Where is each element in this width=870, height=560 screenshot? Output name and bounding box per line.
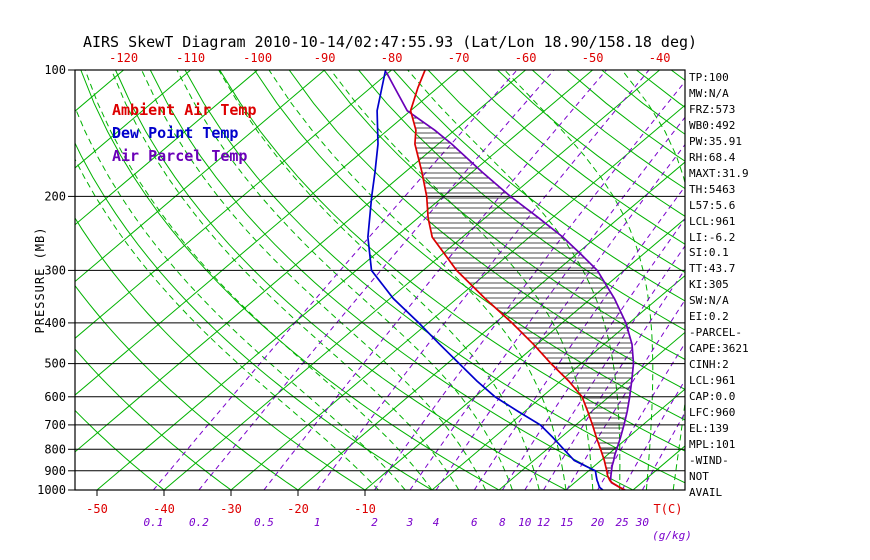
svg-text:-10: -10: [354, 502, 376, 516]
svg-text:100: 100: [44, 63, 66, 77]
svg-text:-40: -40: [153, 502, 175, 516]
stat-line: SW:N/A: [689, 294, 729, 308]
stat-line: EL:139: [689, 421, 729, 435]
svg-text:-90: -90: [314, 51, 336, 65]
svg-text:-70: -70: [448, 51, 470, 65]
stat-line: NOT: [689, 469, 709, 483]
legend-air-parcel: Air Parcel Temp: [112, 147, 248, 165]
svg-text:900: 900: [44, 464, 66, 478]
stat-line: RH:68.4: [689, 150, 736, 164]
svg-text:-30: -30: [220, 502, 242, 516]
stat-line: WB0:492: [689, 118, 736, 132]
stat-line: MW:N/A: [689, 86, 729, 100]
bottom-temp-labels: -50 -40 -30 -20 -10 T(C): [86, 490, 682, 516]
stat-line: MPL:101: [689, 437, 736, 451]
stat-line: -WIND-: [689, 453, 729, 467]
stat-line: LCL:961: [689, 374, 736, 388]
svg-text:300: 300: [44, 263, 66, 277]
cape-hatch-area: [412, 117, 634, 479]
mixing-ratio-labels: 0.1 0.2 0.5 1 2 3 4 6 8 10 12 15 20 25 30(g/kg): [144, 516, 692, 542]
stats-panel: TP:100 MW:N/A FRZ:573 WB0:492 PW:35.91 RH:68.…: [689, 70, 867, 501]
svg-text:T(C): T(C): [654, 502, 683, 516]
stat-line: CAP:0.0: [689, 390, 736, 404]
stat-line: TH:5463: [689, 182, 736, 196]
chart-title: AIRS SkewT Diagram 2010-10-14/02:47:55.9…: [82, 33, 698, 51]
stat-line: AVAIL: [689, 485, 723, 499]
stat-line: LI:-6.2: [689, 230, 736, 244]
svg-text:-50: -50: [86, 502, 108, 516]
svg-text:-80: -80: [381, 51, 403, 65]
svg-text:400: 400: [44, 316, 66, 330]
svg-text:0.1: 0.1: [144, 516, 164, 529]
stat-line: CAPE:3621: [689, 342, 749, 356]
svg-text:12: 12: [537, 516, 551, 529]
stat-line: L57:5.6: [689, 198, 736, 212]
stat-line: TP:100: [689, 71, 729, 84]
svg-text:2: 2: [371, 516, 378, 529]
stat-line: EI:0.2: [689, 310, 729, 324]
svg-text:-40: -40: [649, 51, 671, 65]
legend-dew-point: Dew Point Temp: [112, 124, 239, 142]
svg-text:-60: -60: [515, 51, 537, 65]
svg-text:20: 20: [591, 516, 605, 529]
stat-line: LCL:961: [689, 214, 736, 228]
stat-line: LFC:960: [689, 406, 736, 420]
chart-legend: Ambient Air Temp Dew Point Temp Air Parc…: [112, 99, 257, 168]
svg-text:6: 6: [471, 516, 478, 529]
svg-text:1000: 1000: [37, 483, 66, 497]
mixing-ratio-lines: [153, 70, 685, 490]
svg-text:25: 25: [615, 516, 628, 529]
svg-text:-110: -110: [176, 51, 205, 65]
air-parcel-temp-curve: [385, 71, 635, 490]
svg-text:15: 15: [560, 516, 573, 529]
stat-line: KI:305: [689, 278, 729, 292]
svg-text:700: 700: [44, 418, 66, 432]
dew-point-curve: [367, 70, 604, 490]
stat-line: TT:43.7: [689, 262, 736, 276]
top-temp-labels: -120 -110 -100 -90 -80 -70 -60 -50 -40: [109, 51, 670, 65]
svg-text:3: 3: [406, 516, 414, 529]
stat-line: SI:0.1: [689, 246, 729, 260]
svg-text:8: 8: [499, 516, 506, 529]
sounding-curves: [367, 70, 635, 490]
plot-area: [75, 70, 685, 490]
legend-ambient-temp: Ambient Air Temp: [112, 101, 257, 119]
svg-text:600: 600: [44, 390, 66, 404]
svg-text:200: 200: [44, 189, 66, 203]
ambient-temp-curve: [409, 70, 626, 490]
svg-text:0.5: 0.5: [254, 516, 274, 529]
stat-line: CINH:2: [689, 358, 729, 372]
stat-line: -PARCEL-: [689, 326, 742, 340]
moist-adiabat-lines: [75, 70, 685, 490]
svg-text:0.2: 0.2: [189, 516, 209, 529]
stat-line: MAXT:31.9: [689, 166, 749, 180]
svg-text:(g/kg): (g/kg): [652, 529, 692, 542]
stat-line: PW:35.91: [689, 134, 742, 148]
svg-text:10: 10: [518, 516, 532, 529]
pressure-axis-labels: 100 200 300 400 500 600 700 800 900 1000 PRESSURE …: [33, 63, 75, 497]
svg-text:30: 30: [635, 516, 650, 529]
svg-text:1: 1: [314, 516, 321, 529]
pressure-lines: [75, 70, 685, 490]
svg-text:-20: -20: [287, 502, 309, 516]
svg-text:PRESSURE (MB): PRESSURE (MB): [33, 227, 47, 334]
svg-text:800: 800: [44, 442, 66, 456]
svg-text:4: 4: [433, 516, 440, 529]
svg-text:-120: -120: [109, 51, 138, 65]
svg-text:-50: -50: [582, 51, 604, 65]
stat-line: FRZ:573: [689, 102, 736, 116]
svg-text:-100: -100: [243, 51, 272, 65]
svg-text:500: 500: [44, 357, 66, 371]
plot-frame: [74, 69, 686, 491]
